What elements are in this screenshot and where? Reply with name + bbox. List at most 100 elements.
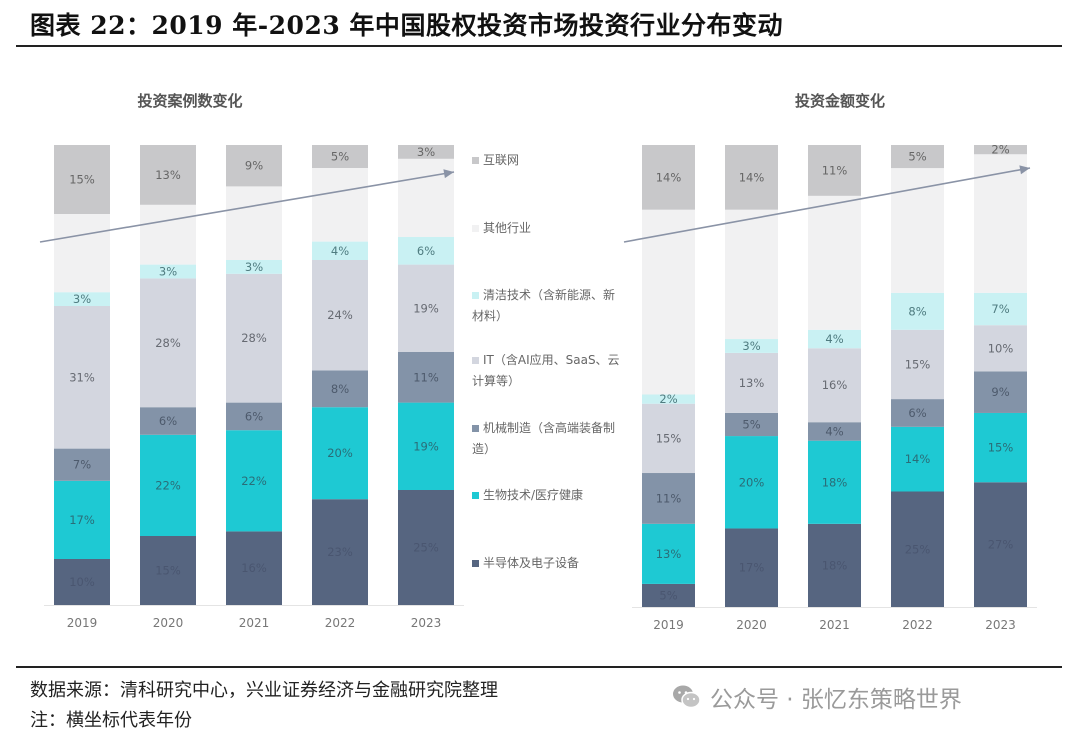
legend-swatch [472,492,479,499]
bar-segment [312,370,368,408]
bar-segment [140,434,196,536]
bar-segment [725,145,778,210]
trend-arrow-head [443,169,454,179]
bar-segment [398,402,454,490]
legend-label: 半导体及电子设备 [483,556,580,570]
data-label: 16% [822,378,848,392]
data-label: 22% [241,474,267,488]
bar-segment [226,531,282,605]
bar-segment [891,292,944,330]
chart-svg-amount: 5% 13% 11% 15% 2% 14% 2019 17% 20% 5% 13% 3% 14% 2020… [623,143,1037,632]
data-label: 3% [159,265,177,279]
data-label: 18% [822,475,848,489]
bar-segment [312,260,368,371]
bar-segment [642,523,695,584]
data-label: 13% [739,376,765,390]
data-label: 24% [327,308,353,322]
data-label: 18% [822,558,848,572]
data-label: 10% [69,575,95,589]
data-label: 14% [656,170,682,184]
data-label: 7% [73,458,91,472]
data-label: 4% [825,424,843,438]
bar-segment [226,260,282,274]
bar-segment [140,264,196,279]
bar-segment [54,448,110,481]
data-label: 7% [991,302,1009,316]
data-label: 20% [739,475,765,489]
bar-segment [642,394,695,404]
legend-item: 其他行业 [472,218,622,239]
data-label: 8% [908,304,926,318]
figure-title: 图表 22：2019 年-2023 年中国股权投资市场投资行业分布变动 [30,11,783,40]
chart-title-amount: 投资金额变化 [794,92,885,110]
trend-arrow-line [39,171,455,243]
x-tick-label: 2023 [985,618,1016,632]
bar-segment [725,528,778,607]
legend-item: 机械制造（含高端装备制造） [472,418,622,460]
bar-segment [54,145,110,214]
data-label: 14% [905,452,931,466]
bar-segment [642,473,695,524]
bar-segment [398,237,454,265]
data-label: 19% [413,439,439,453]
x-tick-label: 2019 [67,616,98,630]
bar-segment [642,209,695,395]
data-label: 13% [155,168,181,182]
data-label: 5% [908,150,926,164]
bar-segment [312,241,368,260]
bar-segment [54,292,110,306]
data-label: 6% [417,244,435,258]
data-label: 15% [988,441,1014,455]
legend-swatch [472,292,479,299]
bar-segment [140,204,196,265]
bar-segment [642,403,695,474]
chart-investment-amount: 投资金额变化 5% 13% 11% 15% 2% 14% 2019 17% 20% 5% 13% 3%… [620,55,1060,655]
bar-segment [54,214,110,293]
legend-swatch [472,157,479,164]
bar-segment [891,426,944,492]
bar-segment [398,264,454,352]
bar-segment [398,490,454,605]
data-label: 19% [413,301,439,315]
x-tick-label: 2022 [325,616,356,630]
data-label: 6% [908,406,926,420]
x-tick-label: 2021 [819,618,850,632]
data-label: 5% [659,588,677,602]
data-label: 10% [988,341,1014,355]
bar-segment [891,491,944,607]
chart-investment-cases: 投资案例数变化 10% 17% 7% 31% 3% 15% 2019 15% 22% 6% 28% 3… [30,55,470,655]
data-label: 2% [991,143,1009,157]
bar-segment [312,168,368,242]
bar-segment [725,436,778,529]
bar-segment [891,168,944,293]
data-label: 8% [331,382,349,396]
bar-segment [808,348,861,423]
bar-segment [140,278,196,408]
watermark-text: 公众号 · 张忆东策略世界 [710,687,962,713]
data-label: 15% [155,564,181,578]
legend-swatch [472,225,479,232]
bar-segment [974,371,1027,413]
x-tick-label: 2020 [153,616,184,630]
bar-segment [54,480,110,559]
bar-segment [226,186,282,260]
data-label: 4% [331,244,349,258]
bottom-rule [16,666,1062,668]
bar-segment [140,145,196,205]
data-label: 28% [155,336,181,350]
bar-segment [725,209,778,340]
legend-label: 清洁技术（含新能源、新材料） [472,288,616,323]
legend-item: 半导体及电子设备 [472,553,622,574]
chart-svg-cases: 10% 17% 7% 31% 3% 15% 2019 15% 22% 6% 28% 3% 13% 2020… [39,145,464,630]
bar-segment [808,523,861,607]
legend-label: 其他行业 [483,221,532,235]
data-label: 17% [739,561,765,575]
bar-segment [642,145,695,210]
bar-segment [226,145,282,187]
data-label: 15% [656,431,682,445]
data-label: 23% [327,545,353,559]
data-label: 15% [69,173,95,187]
legend-label: 机械制造（含高端装备制造） [472,421,616,456]
bar-segment [808,440,861,524]
legend-item: 互联网 [472,150,622,171]
